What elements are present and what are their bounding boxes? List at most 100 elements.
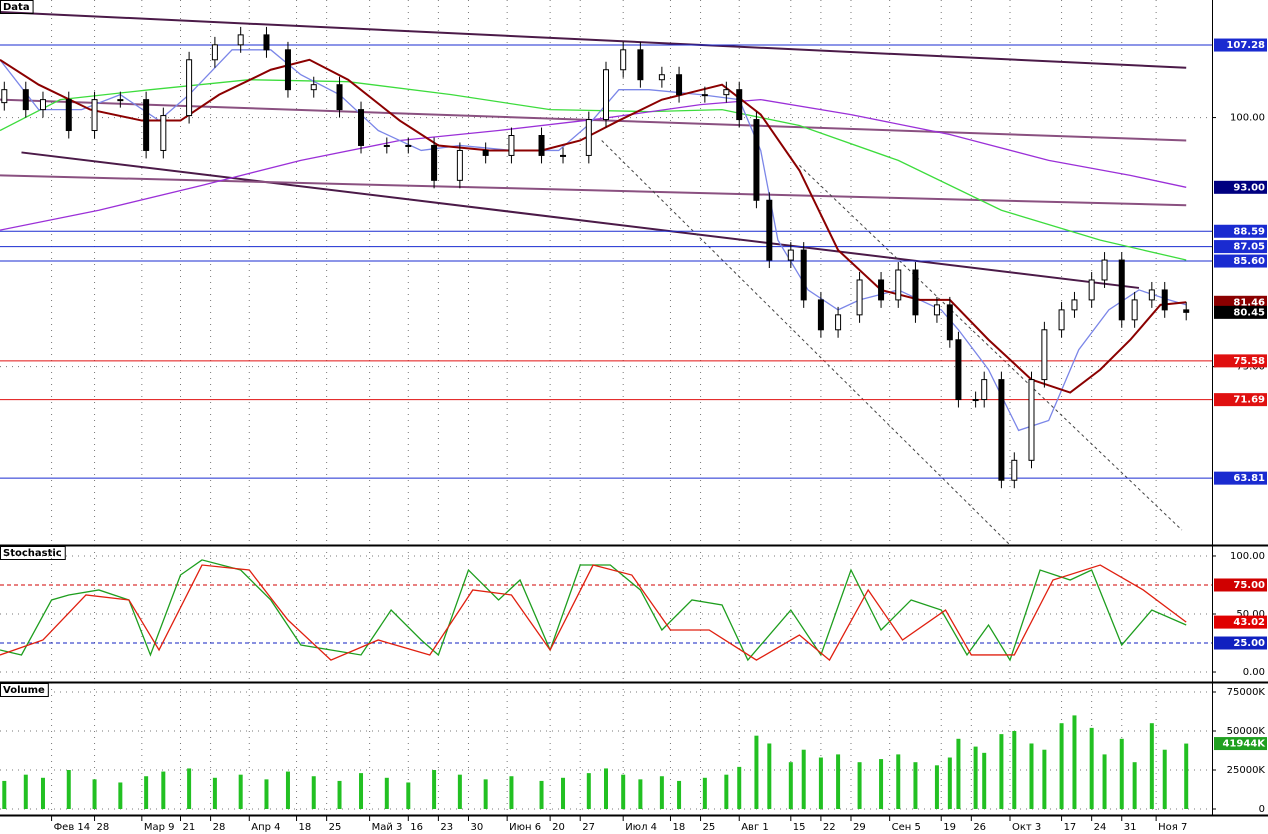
candle-body [1088,279,1095,301]
candle-body [972,399,979,402]
volume-bar [337,780,342,809]
trend-line [799,165,1183,531]
volume-bar [836,754,841,809]
candle-body [39,99,46,111]
series-line [0,564,1187,662]
volume-bar [896,754,901,809]
panel-title-box [0,0,34,14]
candle-body [620,49,627,71]
level-box [1214,354,1267,368]
volume-bar [457,774,462,809]
candle-body [1161,289,1168,311]
level-label: 88.59 [1233,226,1265,237]
volume-bar [934,765,939,809]
candle-body [856,279,863,316]
volume-bar [561,777,566,809]
volume-bar [212,777,217,809]
x-tick-label: Ноя 7 [1158,822,1187,833]
volume-bar [187,768,192,809]
volume-bar [23,774,28,809]
volume-bar [1184,743,1189,809]
volume-bar [999,734,1004,809]
x-tick-label: 23 [440,822,453,833]
candle-body [585,119,592,156]
candle-body [1118,259,1125,321]
candle-body [263,34,270,51]
volume-bar [1012,730,1017,809]
volume-bar [509,776,514,809]
x-tick-label: 18 [672,822,685,833]
candle-body [1,89,8,104]
candle-body [912,269,919,316]
candle-body [1011,459,1018,481]
candle-body [998,379,1005,481]
x-tick-label: Июн 6 [509,822,541,833]
series-line [0,559,1187,662]
candle-body [117,99,124,102]
candle-body [1131,299,1138,321]
volume-bar [947,757,952,809]
series-line [0,58,1187,394]
x-tick-label: 26 [973,822,986,833]
candle-body [658,74,665,81]
volume-bar [2,780,7,809]
level-label: 25.00 [1233,638,1265,649]
volume-bar [384,777,389,809]
panel-title: Data [3,2,30,13]
candle-body [1028,379,1035,461]
x-tick-label: 16 [410,822,423,833]
level-label: 75.58 [1233,356,1265,367]
candle-body [22,89,29,111]
panel-title: Stochastic [3,548,62,559]
volume-bar [913,762,918,809]
level-label: 107.28 [1226,40,1265,51]
x-tick-label: 24 [1094,822,1107,833]
x-tick-label: 30 [470,822,483,833]
candle-body [895,269,902,301]
volume-bar [677,780,682,809]
candle-body [383,144,390,147]
candle-body [723,89,730,96]
level-label: 80.45 [1233,307,1265,318]
level-label: 87.05 [1233,242,1265,253]
y-tick-label: 0 [1259,804,1265,815]
y-tick-label: 0.00 [1243,667,1265,678]
level-label: 43.02 [1233,617,1265,628]
candle-body [1101,259,1108,281]
volume-bar [1149,723,1154,809]
volume-bar [818,757,823,809]
y-tick-label: 25000K [1227,765,1266,776]
volume-bar [311,776,316,809]
volume-bar [1119,738,1124,809]
volume-bar [857,762,862,809]
trend-line [0,174,1187,207]
candle-body [143,99,150,151]
y-tick-label: 50.00 [1236,609,1265,620]
level-box [1214,295,1267,309]
candle-body [753,119,760,201]
volume-bar [144,776,149,809]
volume-bar [604,768,608,809]
candle-body [456,149,463,181]
panel-title-box [0,546,66,560]
x-tick-label: 27 [582,822,595,833]
level-box [1214,180,1267,194]
candle-body [766,199,773,261]
candle-body [237,34,244,46]
candle-body [1183,309,1190,313]
x-tick-label: 18 [299,822,312,833]
volume-bar [1072,715,1077,809]
volume-bar [92,779,97,809]
candle-body [1148,289,1155,301]
level-box [1214,578,1267,592]
x-tick-label: 25 [703,822,716,833]
x-tick-label: 29 [853,822,866,833]
volume-bar [539,780,544,809]
candle-body [637,49,644,81]
level-label: 75.00 [1233,580,1265,591]
x-tick-label: Мар 9 [144,822,175,833]
level-box [1214,240,1267,254]
level-box [1214,305,1267,319]
candle-body [933,304,940,316]
